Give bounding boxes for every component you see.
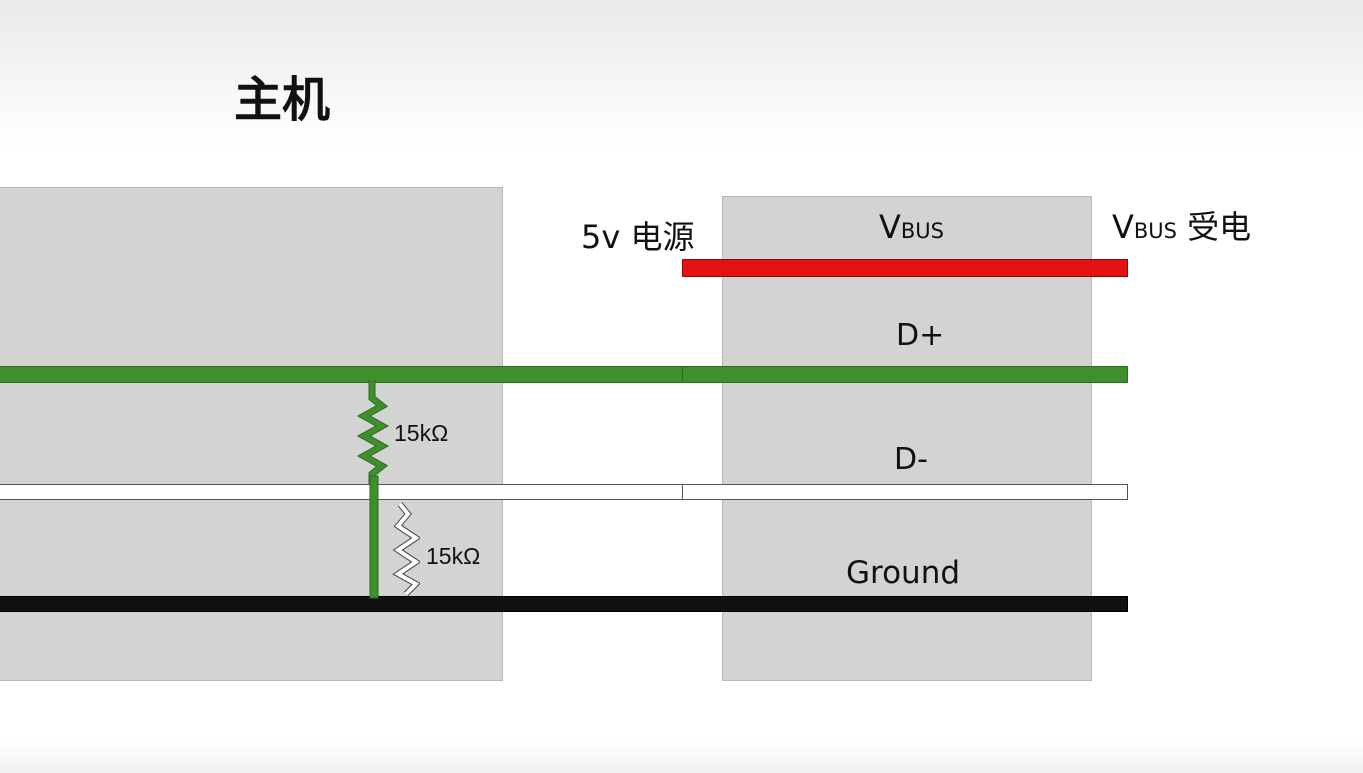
- vbus-label: VBUS: [879, 211, 944, 243]
- vbus-wire: [682, 259, 1128, 277]
- white-resistor: [392, 502, 420, 597]
- vbus-powered-main: V: [1112, 208, 1134, 246]
- vbus-powered-suffix: 受电: [1177, 208, 1252, 246]
- d-plus-label: D+: [896, 318, 945, 353]
- ground-wire: [0, 596, 1128, 612]
- resistor-label-white: 15kΩ: [426, 543, 481, 569]
- green-resistor: [356, 380, 390, 484]
- green-wire-to-ground: [369, 475, 379, 599]
- host-title: 主机: [234, 72, 331, 128]
- d-plus-wire-device: [682, 366, 1128, 383]
- d-minus-label: D-: [894, 442, 928, 477]
- ground-label: Ground: [846, 555, 961, 591]
- vbus-sub: BUS: [900, 219, 944, 243]
- pulldown-resistors: [356, 380, 420, 599]
- resistor-label-green: 15kΩ: [394, 420, 449, 446]
- vbus-powered-label: VBUS 受电: [1112, 211, 1251, 243]
- vbus-powered-sub: BUS: [1133, 219, 1177, 243]
- vbus-main: V: [879, 208, 901, 246]
- power-source-label: 5v 电源: [581, 218, 695, 256]
- d-minus-wire-device: [682, 484, 1128, 500]
